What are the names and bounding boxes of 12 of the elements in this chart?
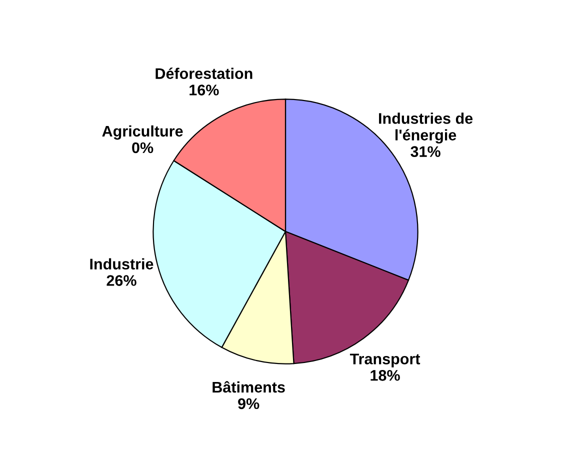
text: 0%	[132, 142, 154, 154]
data-label: 18%	[370, 370, 400, 381]
slice-label: Bâtiments	[212, 381, 285, 393]
category-label: Agriculture	[102, 125, 183, 140]
slice-label: Transport	[350, 354, 420, 368]
data-label: 31%	[410, 146, 440, 158]
data-label: 16%	[190, 84, 219, 96]
slice-label: Industries de l'énergie	[379, 112, 473, 144]
slice-label: Déforestation	[156, 68, 252, 79]
data-label: 9%	[238, 398, 260, 410]
data-label: 26%	[106, 275, 136, 286]
slice-label: Industrie	[90, 258, 154, 270]
